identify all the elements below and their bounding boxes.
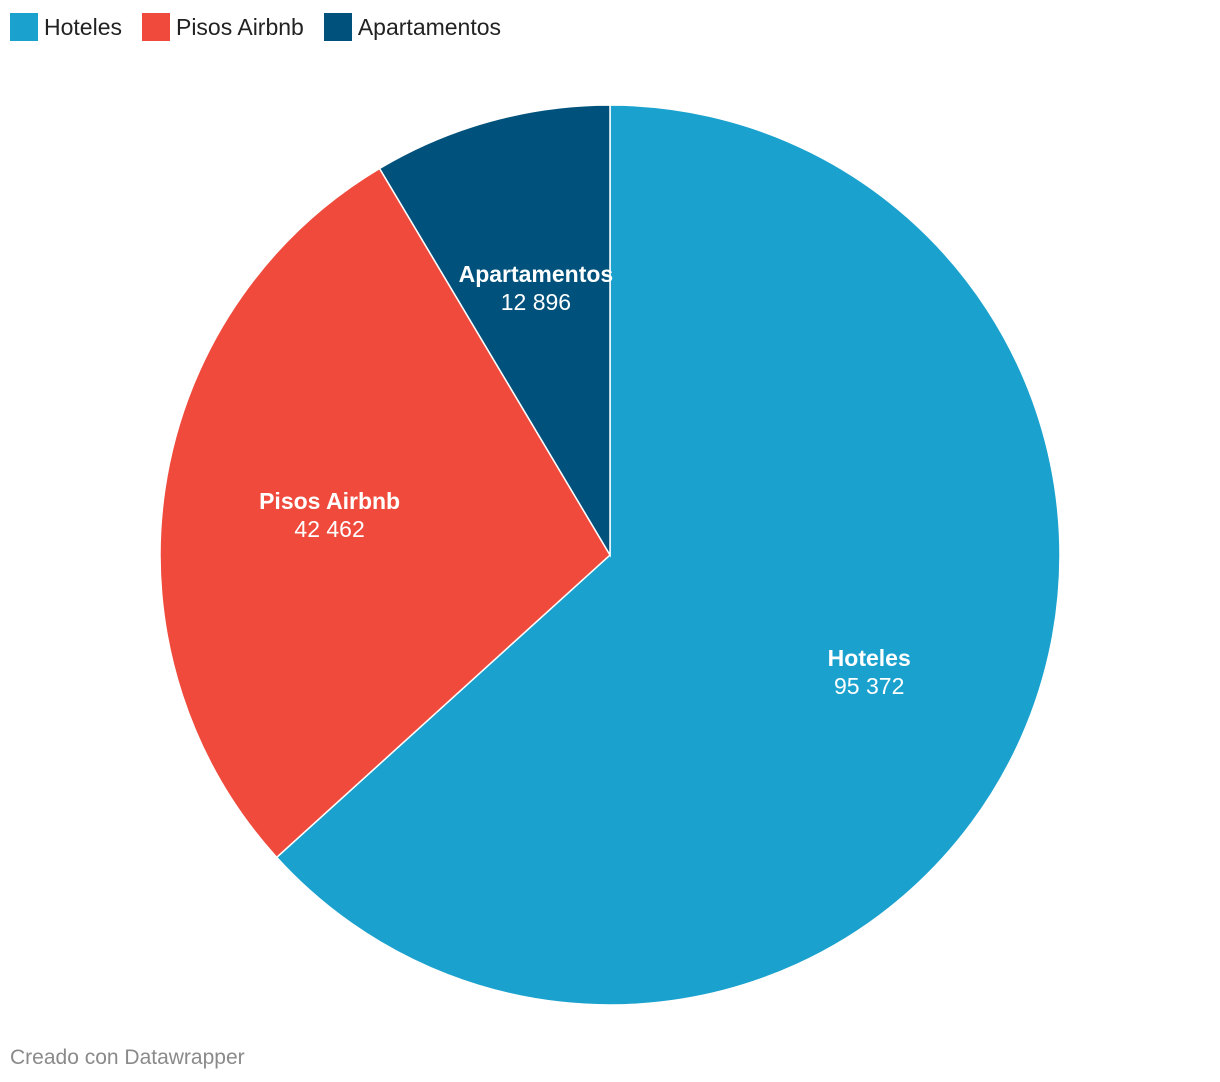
legend-item-apartamentos: Apartamentos: [323, 13, 502, 41]
legend-label-pisos-airbnb: Pisos Airbnb: [175, 13, 304, 40]
pie-slice-pisos-airbnb: [159, 167, 611, 859]
legend-item-pisos-airbnb: Pisos Airbnb: [141, 13, 304, 41]
chart-legend: Hoteles Pisos Airbnb Apartamentos: [10, 12, 521, 42]
slice-value-pisos-airbnb: 42 462: [294, 516, 364, 542]
legend-item-hoteles: Hoteles: [10, 13, 122, 41]
slice-value-apartamentos: 12 896: [501, 289, 571, 315]
legend-swatch-apartamentos: [323, 13, 352, 41]
slice-label-pisos-airbnb: Pisos Airbnb: [259, 488, 400, 514]
legend-label-hoteles: Hoteles: [44, 13, 122, 40]
legend-label-apartamentos: Apartamentos: [357, 13, 502, 40]
legend-swatch-pisos-airbnb: [141, 13, 170, 41]
legend-swatch-hoteles: [10, 13, 38, 41]
pie-slice-hoteles: [275, 104, 1061, 1006]
slice-value-hoteles: 95 372: [834, 673, 904, 699]
slice-label-hoteles: Hoteles: [828, 645, 911, 671]
pie-slice-apartamentos: [378, 104, 611, 558]
footer-credit: Creado con Datawrapper: [10, 1046, 245, 1069]
slice-label-apartamentos: Apartamentos: [459, 261, 614, 287]
